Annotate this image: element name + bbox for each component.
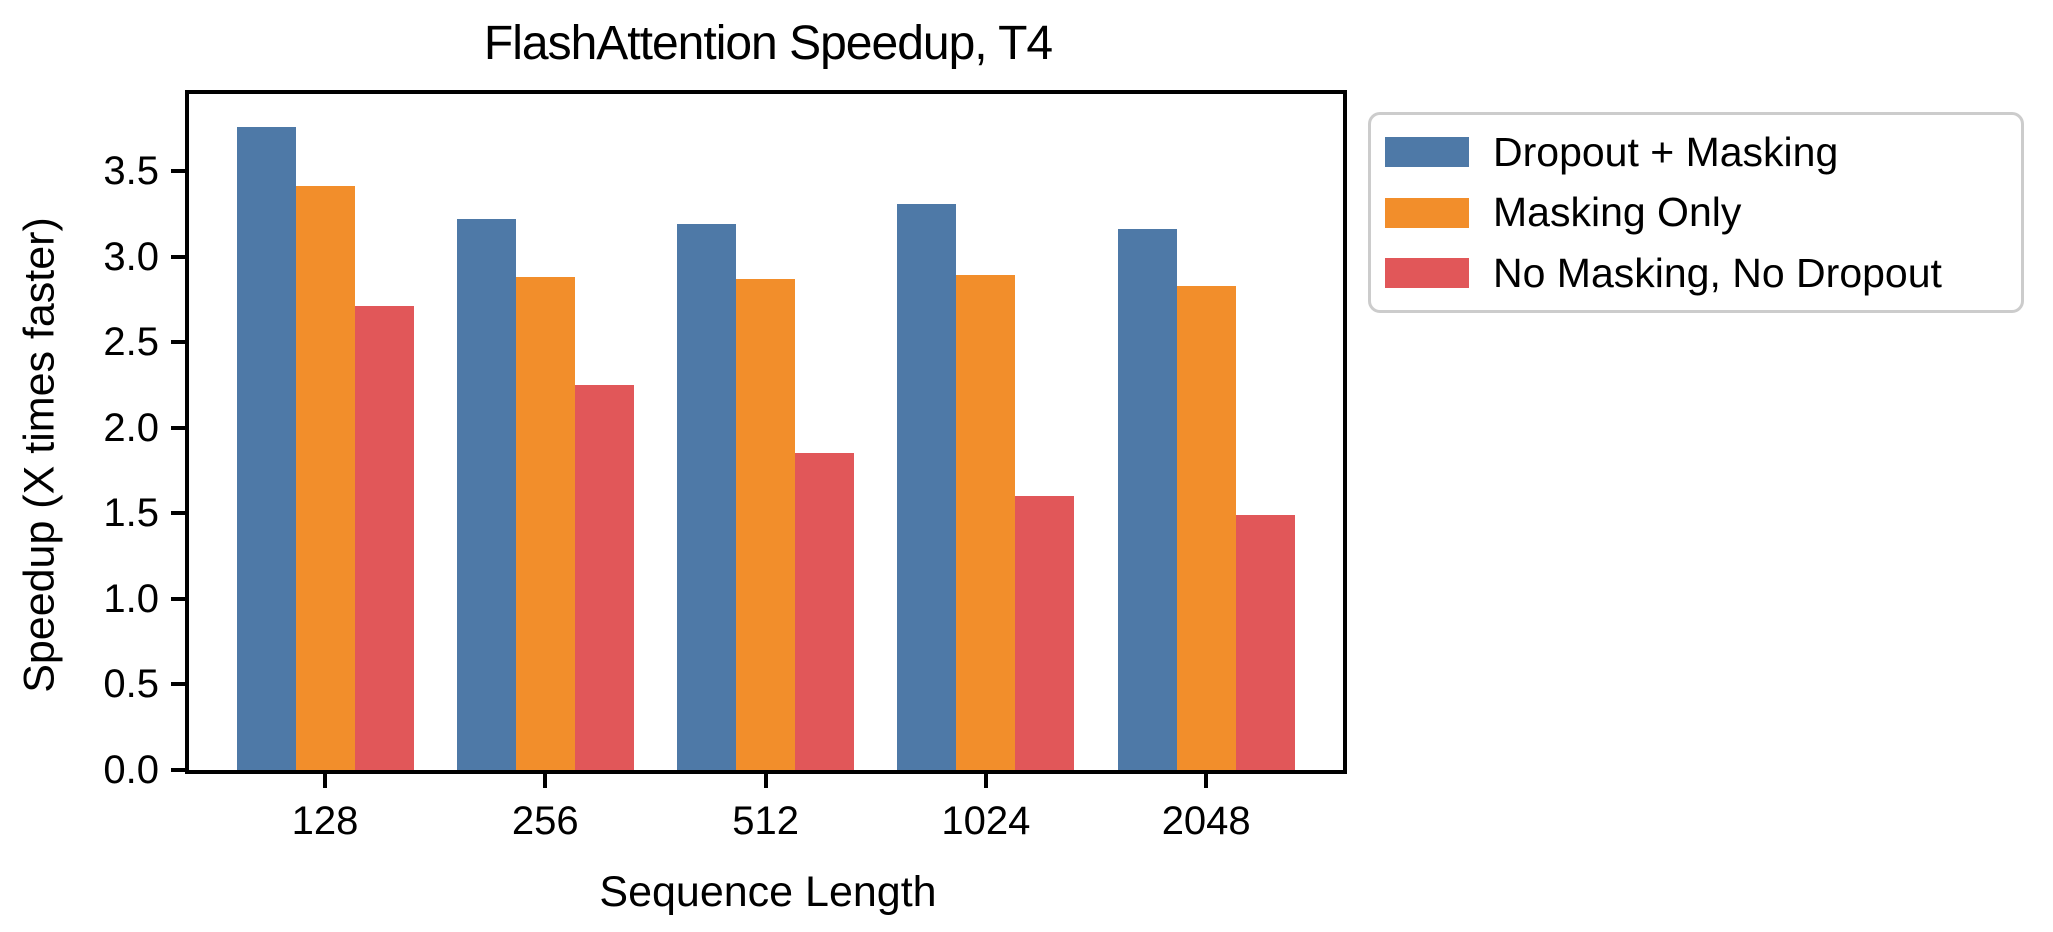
legend-swatch bbox=[1385, 137, 1469, 167]
bar-no-masking-no-dropout-1024 bbox=[1015, 496, 1075, 770]
bar-no-masking-no-dropout-2048 bbox=[1235, 515, 1295, 770]
bar-no-masking-no-dropout-512 bbox=[795, 453, 855, 770]
y-tick-label: 0.0 bbox=[103, 748, 159, 792]
y-tick-mark bbox=[171, 596, 185, 601]
x-tick-label: 512 bbox=[732, 799, 799, 843]
x-tick-label: 2048 bbox=[1161, 799, 1251, 843]
x-tick-mark bbox=[1204, 774, 1209, 788]
y-tick-mark bbox=[171, 768, 185, 772]
y-tick-mark bbox=[171, 169, 185, 173]
legend-item: No Masking, No Dropout bbox=[1371, 250, 2021, 297]
x-tick-label: 1024 bbox=[941, 799, 1031, 843]
legend-swatch bbox=[1385, 258, 1469, 288]
bar-dropout-masking-256 bbox=[456, 218, 516, 770]
bar-dropout-masking-2048 bbox=[1117, 229, 1177, 770]
chart-title: FlashAttention Speedup, T4 bbox=[483, 17, 1053, 70]
x-tick-mark bbox=[323, 774, 327, 788]
x-tick-mark bbox=[763, 774, 768, 788]
bar-masking-only-256 bbox=[515, 277, 575, 770]
y-tick-label: 2.5 bbox=[103, 320, 159, 365]
bar-masking-only-2048 bbox=[1176, 285, 1236, 770]
y-tick-mark bbox=[171, 682, 185, 687]
bar-masking-only-512 bbox=[736, 278, 796, 770]
legend-item: Dropout + Masking bbox=[1371, 129, 2021, 176]
legend-item-label: No Masking, No Dropout bbox=[1493, 249, 1942, 296]
y-tick-mark bbox=[171, 340, 185, 345]
y-tick-mark bbox=[171, 254, 185, 259]
bar-dropout-masking-512 bbox=[677, 224, 737, 770]
x-tick-mark bbox=[543, 774, 548, 788]
legend-item-label: Masking Only bbox=[1493, 189, 1742, 235]
x-tick-mark bbox=[983, 774, 988, 788]
plot-area bbox=[185, 90, 1347, 774]
y-tick-label: 2.0 bbox=[103, 405, 159, 450]
x-tick-label: 256 bbox=[511, 799, 579, 843]
legend-item: Masking Only bbox=[1371, 189, 2021, 236]
x-tick-label: 128 bbox=[291, 799, 359, 843]
y-tick-mark bbox=[171, 511, 185, 516]
bar-no-masking-no-dropout-256 bbox=[574, 384, 634, 770]
bar-dropout-masking-128 bbox=[236, 126, 296, 770]
x-axis-label: Sequence Length bbox=[599, 868, 937, 916]
legend-item-label: Dropout + Masking bbox=[1493, 128, 1839, 175]
bar-masking-only-128 bbox=[295, 186, 355, 770]
bar-dropout-masking-1024 bbox=[897, 203, 957, 770]
y-tick-label: 3.0 bbox=[103, 234, 159, 279]
y-tick-label: 1.0 bbox=[103, 576, 159, 621]
y-tick-mark bbox=[171, 425, 185, 430]
bar-no-masking-no-dropout-128 bbox=[354, 306, 414, 770]
legend: Dropout + Masking Masking Only No Masking,… bbox=[1368, 112, 2024, 313]
y-tick-label: 0.5 bbox=[103, 662, 159, 707]
y-tick-label: 3.5 bbox=[103, 149, 159, 193]
bar-masking-only-1024 bbox=[956, 275, 1016, 770]
legend-swatch bbox=[1385, 197, 1469, 228]
y-tick-label: 1.5 bbox=[103, 491, 159, 536]
